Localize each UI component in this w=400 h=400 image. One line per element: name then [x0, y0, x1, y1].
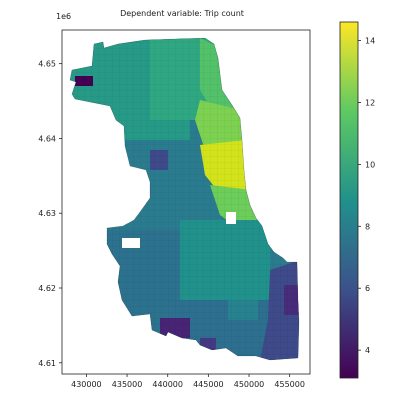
colorbar-tick-label: 8 — [365, 222, 370, 231]
y-tick-label: 4.65 — [38, 60, 56, 69]
y-tick-label: 4.64 — [38, 134, 56, 143]
colorbar-tick-label: 12 — [365, 98, 375, 107]
colorbar-ticks: 4 6 8 10 12 14 — [358, 37, 375, 355]
x-tick-label: 445000 — [193, 380, 224, 389]
x-tick-label: 440000 — [152, 380, 183, 389]
map-gap-southwest — [122, 238, 140, 248]
colorbar-tick-label: 4 — [365, 346, 370, 355]
y-axis-offset-label: 1e6 — [56, 12, 71, 21]
city-outline — [69, 37, 300, 361]
y-tick-label: 4.62 — [38, 284, 56, 293]
x-axis-ticks: 430000 435000 440000 445000 450000 455000 — [71, 374, 305, 389]
colorbar — [339, 21, 359, 379]
colorbar-tick-label: 10 — [365, 160, 375, 169]
colorbar-tick-label: 14 — [365, 37, 375, 46]
y-axis-ticks: 4.61 4.62 4.63 4.64 4.65 — [38, 60, 62, 368]
x-tick-label: 430000 — [71, 380, 102, 389]
y-tick-label: 4.61 — [38, 359, 56, 368]
x-tick-label: 435000 — [112, 380, 143, 389]
x-tick-label: 450000 — [234, 380, 265, 389]
map-gap-midway — [226, 212, 236, 224]
figure-title: Dependent variable: Trip count — [120, 9, 244, 18]
colorbar-tick-label: 6 — [365, 284, 370, 293]
y-tick-label: 4.63 — [38, 209, 56, 218]
x-tick-label: 455000 — [274, 380, 305, 389]
